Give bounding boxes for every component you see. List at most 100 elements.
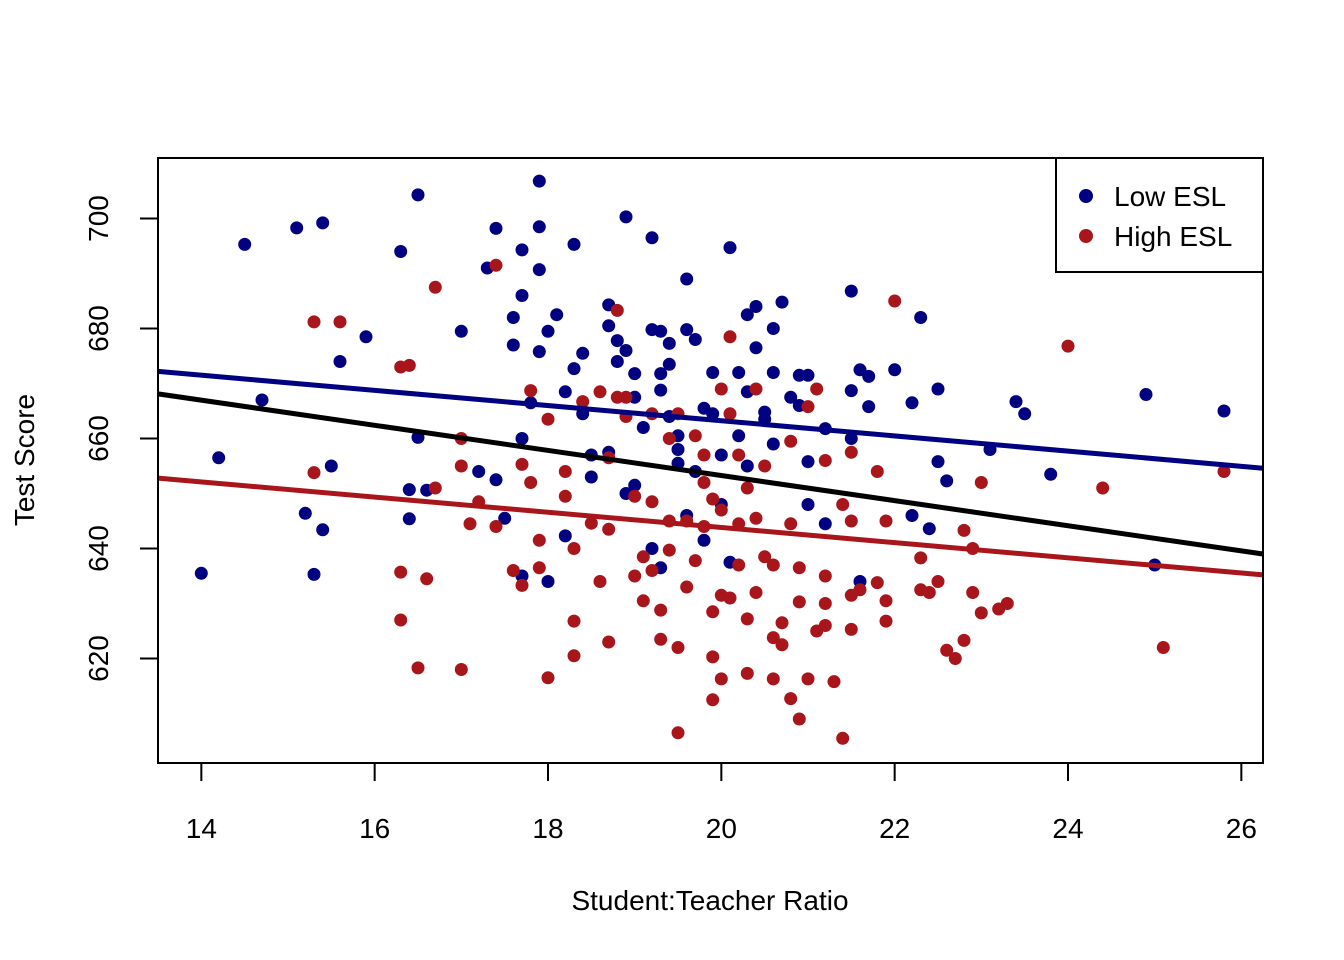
point-low-esl — [619, 344, 633, 357]
point-low-esl — [489, 473, 503, 487]
x-tick-label: 14 — [186, 813, 217, 844]
point-high-esl — [610, 390, 624, 404]
point-high-esl — [706, 693, 720, 707]
point-high-esl — [818, 597, 832, 610]
point-low-esl — [402, 483, 416, 497]
point-low-esl — [498, 511, 512, 525]
point-high-esl — [957, 633, 971, 647]
point-low-esl — [844, 384, 858, 398]
point-low-esl — [862, 369, 876, 383]
point-high-esl — [879, 594, 893, 608]
point-low-esl — [749, 341, 763, 355]
point-high-esl — [732, 448, 746, 462]
x-axis: 14 16 18 20 22 24 26 — [186, 762, 1257, 844]
point-low-esl — [671, 443, 685, 456]
point-high-esl — [567, 542, 581, 555]
point-high-esl — [844, 514, 858, 528]
point-low-esl — [515, 289, 529, 302]
point-high-esl — [801, 672, 815, 686]
point-low-esl — [515, 432, 529, 445]
point-low-esl — [766, 366, 780, 379]
point-low-esl — [628, 478, 642, 492]
point-high-esl — [636, 594, 650, 608]
point-low-esl — [844, 432, 858, 445]
point-low-esl — [567, 362, 581, 376]
point-low-esl — [324, 459, 338, 473]
point-low-esl — [307, 567, 321, 581]
point-low-esl — [706, 407, 720, 421]
point-high-esl — [836, 498, 850, 511]
point-low-esl — [740, 308, 754, 322]
point-low-esl — [784, 390, 798, 404]
point-low-esl — [732, 429, 746, 443]
point-low-esl — [645, 542, 659, 555]
point-high-esl — [766, 558, 780, 572]
point-high-esl — [723, 330, 737, 344]
point-high-esl — [1156, 641, 1170, 654]
point-low-esl — [1139, 388, 1153, 401]
x-axis-label: Student:Teacher Ratio — [571, 885, 848, 916]
point-high-esl — [844, 622, 858, 636]
point-high-esl — [870, 465, 884, 478]
point-high-esl — [402, 358, 416, 372]
point-high-esl — [775, 638, 789, 652]
point-high-esl — [515, 457, 529, 471]
point-high-esl — [541, 412, 555, 426]
point-high-esl — [888, 294, 902, 308]
point-high-esl — [810, 382, 824, 396]
point-low-esl — [749, 300, 763, 313]
point-low-esl — [567, 237, 581, 251]
point-high-esl — [428, 280, 442, 294]
legend-label-low-esl: Low ESL — [1114, 181, 1226, 212]
point-low-esl — [931, 382, 945, 396]
point-high-esl — [706, 650, 720, 664]
point-high-esl — [827, 675, 841, 689]
point-low-esl — [714, 448, 728, 462]
legend-marker-high-esl — [1079, 229, 1093, 243]
point-low-esl — [558, 385, 572, 399]
point-low-esl — [602, 319, 616, 333]
point-high-esl — [714, 503, 728, 517]
point-low-esl — [489, 221, 503, 235]
point-high-esl — [515, 578, 529, 592]
point-low-esl — [905, 509, 919, 522]
point-high-esl — [966, 586, 980, 599]
point-high-esl — [454, 459, 468, 473]
point-high-esl — [394, 613, 408, 627]
point-high-esl — [974, 606, 988, 620]
point-high-esl — [766, 672, 780, 686]
point-high-esl — [688, 554, 702, 568]
point-high-esl — [576, 395, 590, 409]
point-high-esl — [645, 564, 659, 577]
point-high-esl — [749, 511, 763, 525]
point-high-esl — [333, 315, 347, 329]
point-high-esl — [688, 429, 702, 443]
point-high-esl — [593, 575, 607, 588]
point-low-esl — [1018, 407, 1032, 421]
point-low-esl — [888, 363, 902, 377]
regression-line-low-esl — [157, 368, 1264, 471]
point-high-esl — [723, 591, 737, 605]
point-low-esl — [645, 231, 659, 245]
point-high-esl — [584, 516, 598, 530]
point-high-esl — [697, 448, 711, 462]
x-tick-label: 22 — [879, 813, 910, 844]
point-high-esl — [610, 303, 624, 317]
point-high-esl — [662, 432, 676, 445]
point-low-esl — [905, 396, 919, 410]
point-high-esl — [879, 514, 893, 528]
point-low-esl — [532, 220, 546, 234]
point-low-esl — [654, 324, 668, 338]
point-high-esl — [740, 666, 754, 680]
point-high-esl — [784, 434, 798, 448]
point-high-esl — [948, 652, 962, 665]
point-low-esl — [680, 323, 694, 337]
point-high-esl — [801, 400, 815, 414]
legend-label-high-esl: High ESL — [1114, 221, 1232, 252]
point-low-esl — [940, 474, 954, 488]
point-low-esl — [862, 400, 876, 414]
point-low-esl — [532, 345, 546, 359]
legend-marker-low-esl — [1079, 189, 1093, 203]
point-low-esl — [298, 506, 312, 520]
